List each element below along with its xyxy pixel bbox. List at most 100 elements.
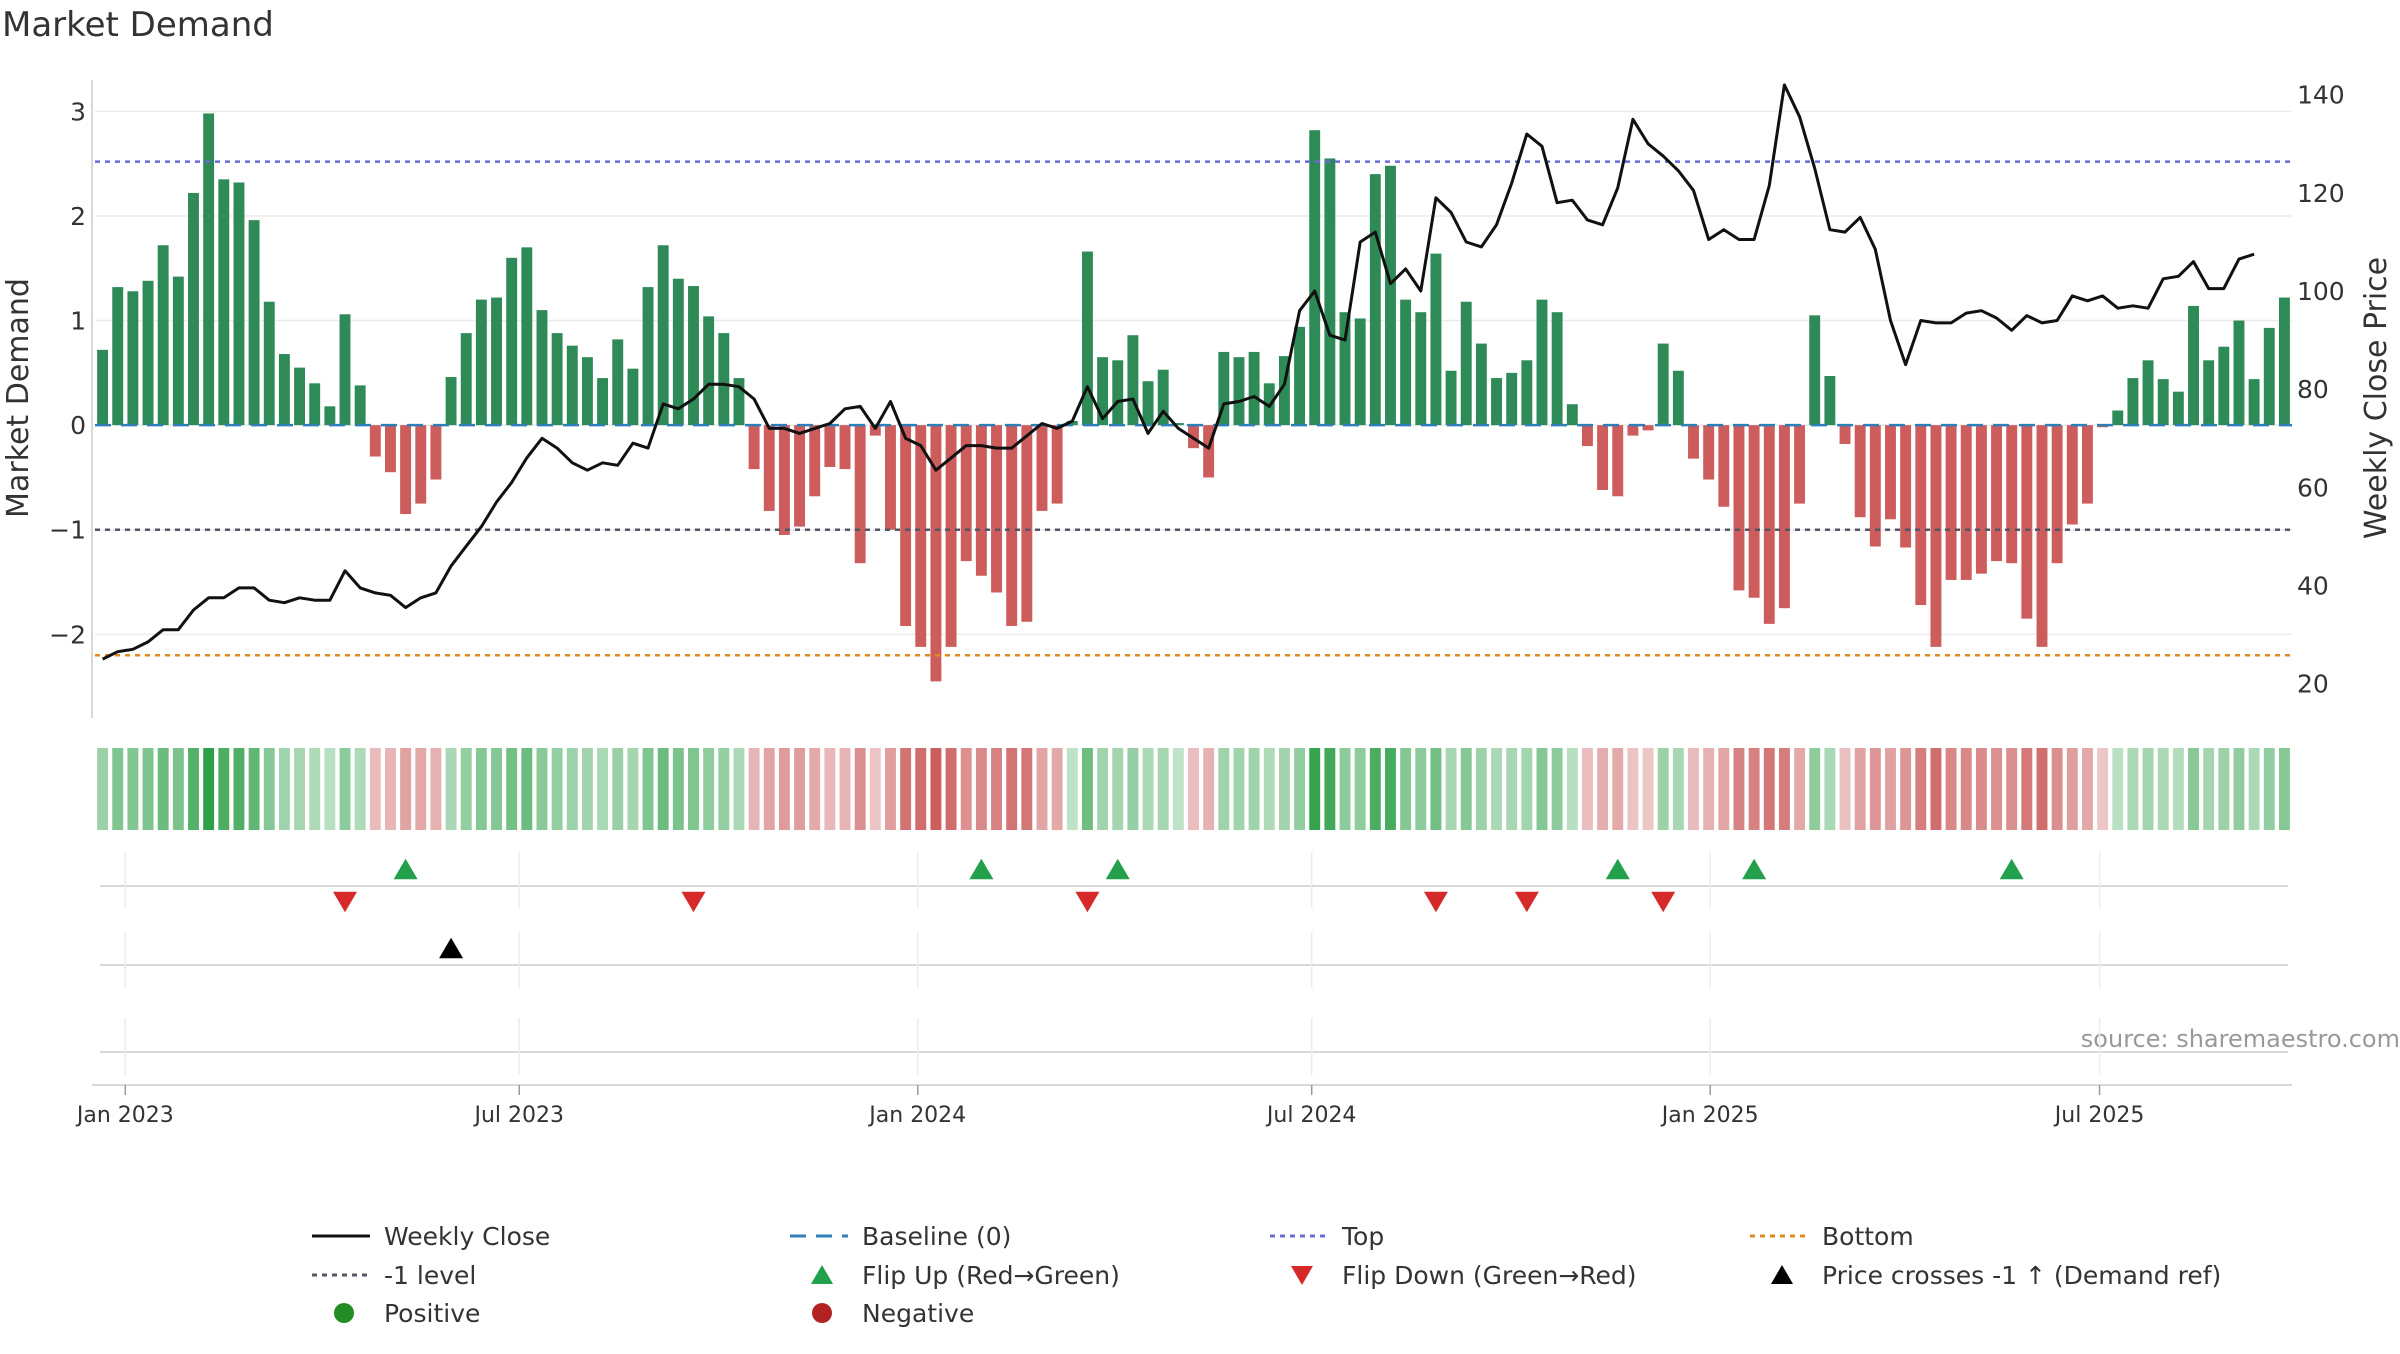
demand-bar — [2172, 391, 2184, 426]
heat-cell — [1248, 748, 1260, 830]
legend-label: Flip Up (Red→Green) — [862, 1261, 1120, 1290]
heat-cell — [1763, 748, 1775, 830]
heat-cell — [1506, 748, 1518, 830]
heat-cell — [2278, 748, 2290, 830]
flip-down-marker — [1651, 891, 1676, 913]
heat-cell — [294, 748, 306, 830]
heat-cell — [369, 748, 381, 830]
demand-bar — [672, 278, 684, 426]
heat-cell — [1006, 748, 1018, 830]
heat-cell — [794, 748, 806, 830]
y-tick-right-label: 20 — [2297, 670, 2329, 699]
demand-bar — [475, 299, 487, 426]
y-tick-right-label: 60 — [2297, 473, 2329, 502]
demand-bar — [1491, 378, 1502, 426]
legend-item-positive: Positive — [334, 1299, 480, 1328]
heat-cell — [1278, 748, 1290, 830]
heat-cell — [900, 748, 912, 830]
heat-cell — [1445, 748, 1457, 830]
heat-cell — [612, 748, 624, 830]
demand-bar — [1369, 174, 1381, 426]
heat-cell — [445, 748, 457, 830]
demand-bar — [1930, 425, 1942, 647]
y-axis-right-label: Weekly Close Price — [2359, 257, 2394, 539]
demand-bar — [233, 182, 245, 426]
source-note: source: sharemaestro.com — [2081, 1025, 2400, 1053]
demand-bar — [1718, 425, 1730, 507]
y-tick-left-label: −1 — [49, 516, 86, 545]
heat-cell — [1945, 748, 1957, 830]
heat-cell — [1960, 748, 1972, 830]
demand-bar — [2051, 425, 2063, 564]
demand-bar — [566, 345, 578, 426]
heat-cell — [400, 748, 412, 830]
heat-cell — [1369, 748, 1381, 830]
heat-cell — [1612, 748, 1624, 830]
heat-cell — [1097, 748, 1109, 830]
heat-cell — [748, 748, 760, 830]
demand-bar — [733, 378, 745, 426]
y-tick-left-label: 0 — [70, 411, 86, 440]
heat-cell — [1127, 748, 1139, 830]
heat-cell — [1703, 748, 1715, 830]
demand-bar — [1354, 318, 1366, 426]
demand-bar — [2203, 360, 2215, 426]
heat-cell — [1339, 748, 1351, 830]
legend-swatch — [812, 1303, 832, 1323]
demand-bar — [188, 192, 199, 426]
demand-bar — [278, 354, 290, 426]
demand-bar — [1824, 375, 1836, 426]
demand-bar — [1415, 312, 1427, 426]
demand-bar — [642, 287, 654, 426]
demand-bar — [2081, 425, 2093, 504]
demand-bar — [1218, 351, 1230, 426]
demand-bar — [763, 425, 775, 511]
x-tick-label: Jan 2024 — [867, 1103, 966, 1128]
legend-label: Bottom — [1822, 1222, 1914, 1251]
demand-bar — [1430, 253, 1442, 426]
heat-cell — [1991, 748, 2002, 830]
heat-cell — [248, 748, 260, 830]
demand-bar — [597, 378, 609, 426]
demand-bar — [627, 368, 639, 426]
demand-bar — [1081, 251, 1093, 426]
heat-cell — [1415, 748, 1427, 830]
heat-cell — [703, 748, 715, 830]
main-plot: 3 2 1 0 −1 −2 140 120 100 80 60 40 20 — [49, 80, 2345, 718]
legend-item-bottom: Bottom — [1750, 1222, 1914, 1251]
heat-cell — [991, 748, 1002, 830]
y-tick-left-label: 3 — [70, 97, 86, 126]
demand-bar — [1733, 425, 1745, 591]
heat-cell — [1854, 748, 1866, 830]
demand-bar — [1142, 381, 1154, 426]
heat-cell — [1400, 748, 1412, 830]
demand-bar — [1975, 425, 1987, 574]
heat-cell — [1218, 748, 1230, 830]
x-axis: Jan 2023 Jul 2023 Jan 2024 Jul 2024 Jan 2025… — [75, 1084, 2292, 1128]
heat-cell — [2233, 748, 2245, 830]
demand-bar — [1597, 425, 1609, 490]
heat-cell — [233, 748, 245, 830]
heat-cell — [2081, 748, 2093, 830]
heat-cell — [1809, 748, 1821, 830]
legend-item-flip-up: Flip Up (Red→Green) — [811, 1261, 1120, 1290]
demand-bar — [1036, 425, 1048, 511]
demand-bar — [1885, 425, 1896, 520]
heat-cell — [1581, 748, 1593, 830]
heat-cell — [2051, 748, 2063, 830]
heat-cell — [2036, 748, 2048, 830]
heat-cell — [809, 748, 821, 830]
demand-bar — [369, 425, 381, 457]
demand-bar — [794, 425, 806, 527]
demand-bar — [248, 220, 260, 426]
heat-cell — [460, 748, 472, 830]
heat-cell — [551, 748, 563, 830]
heat-cell — [824, 748, 836, 830]
demand-bar — [1960, 425, 1972, 580]
demand-bar — [778, 425, 790, 535]
heat-cell — [885, 748, 896, 830]
demand-bar — [1900, 425, 1912, 548]
heat-cell — [112, 748, 124, 830]
heat-cell — [839, 748, 851, 830]
demand-bar — [1703, 425, 1715, 480]
